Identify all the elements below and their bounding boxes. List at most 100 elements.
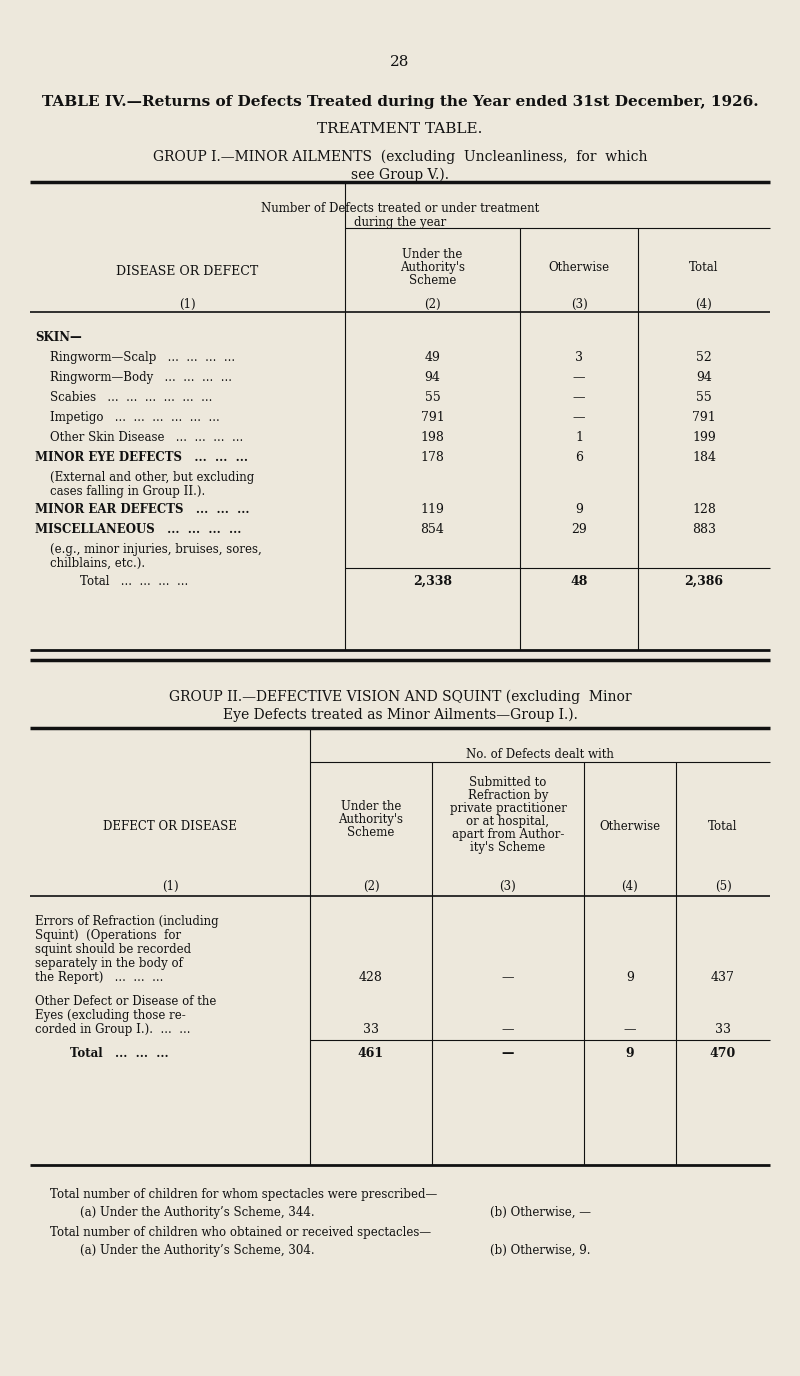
Text: 854: 854 [421,523,445,537]
Text: Otherwise: Otherwise [599,820,661,832]
Text: separately in the body of: separately in the body of [35,956,183,970]
Text: 49: 49 [425,351,441,365]
Text: 6: 6 [575,451,583,464]
Text: 461: 461 [358,1047,384,1060]
Text: (3): (3) [570,299,587,311]
Text: 9: 9 [575,504,583,516]
Text: (3): (3) [500,881,516,893]
Text: (External and other, but excluding: (External and other, but excluding [50,471,254,484]
Text: 3: 3 [575,351,583,365]
Text: 428: 428 [359,971,383,984]
Text: 437: 437 [711,971,735,984]
Text: squint should be recorded: squint should be recorded [35,943,191,956]
Text: (a) Under the Authority’s Scheme, 344.: (a) Under the Authority’s Scheme, 344. [80,1205,314,1219]
Text: during the year: during the year [354,216,446,228]
Text: —: — [624,1022,636,1036]
Text: 791: 791 [421,411,444,424]
Text: apart from Author-: apart from Author- [452,828,564,841]
Text: chilblains, etc.).: chilblains, etc.). [50,557,145,570]
Text: 883: 883 [692,523,716,537]
Text: Total: Total [690,261,718,274]
Text: Squint)  (Operations  for: Squint) (Operations for [35,929,181,943]
Text: see Group V.).: see Group V.). [351,168,449,183]
Text: DEFECT OR DISEASE: DEFECT OR DISEASE [103,820,237,832]
Text: 48: 48 [570,575,588,588]
Text: 9: 9 [626,1047,634,1060]
Text: MINOR EAR DEFECTS   ...  ...  ...: MINOR EAR DEFECTS ... ... ... [35,504,250,516]
Text: Total   ...  ...  ...: Total ... ... ... [70,1047,169,1060]
Text: Total: Total [708,820,738,832]
Text: Total   ...  ...  ...  ...: Total ... ... ... ... [80,575,188,588]
Text: Authority's: Authority's [338,813,403,826]
Text: Ringworm—Body   ...  ...  ...  ...: Ringworm—Body ... ... ... ... [50,372,232,384]
Text: SKIN—: SKIN— [35,332,82,344]
Text: GROUP I.—MINOR AILMENTS  (excluding  Uncleanliness,  for  which: GROUP I.—MINOR AILMENTS (excluding Uncle… [153,150,647,164]
Text: corded in Group I.).  ...  ...: corded in Group I.). ... ... [35,1022,190,1036]
Text: —: — [502,971,514,984]
Text: 9: 9 [626,971,634,984]
Text: (e.g., minor injuries, bruises, sores,: (e.g., minor injuries, bruises, sores, [50,544,262,556]
Text: (1): (1) [162,881,178,893]
Text: —: — [573,372,586,384]
Text: Submitted to: Submitted to [470,776,546,788]
Text: Otherwise: Otherwise [549,261,610,274]
Text: the Report)   ...  ...  ...: the Report) ... ... ... [35,971,163,984]
Text: GROUP II.—DEFECTIVE VISION AND SQUINT (excluding  Minor: GROUP II.—DEFECTIVE VISION AND SQUINT (e… [169,689,631,705]
Text: 55: 55 [696,391,712,405]
Text: 28: 28 [390,55,410,69]
Text: Impetigo   ...  ...  ...  ...  ...  ...: Impetigo ... ... ... ... ... ... [50,411,220,424]
Text: Eyes (excluding those re-: Eyes (excluding those re- [35,1009,186,1022]
Text: Other Defect or Disease of the: Other Defect or Disease of the [35,995,216,1009]
Text: ity's Scheme: ity's Scheme [470,841,546,854]
Text: 119: 119 [421,504,445,516]
Text: (b) Otherwise, 9.: (b) Otherwise, 9. [490,1244,590,1258]
Text: Scabies   ...  ...  ...  ...  ...  ...: Scabies ... ... ... ... ... ... [50,391,212,405]
Text: MINOR EYE DEFECTS   ...  ...  ...: MINOR EYE DEFECTS ... ... ... [35,451,248,464]
Text: Eye Defects treated as Minor Ailments—Group I.).: Eye Defects treated as Minor Ailments—Gr… [222,709,578,722]
Text: Other Skin Disease   ...  ...  ...  ...: Other Skin Disease ... ... ... ... [50,431,243,444]
Text: (1): (1) [179,299,196,311]
Text: Scheme: Scheme [347,826,394,839]
Text: 199: 199 [692,431,716,444]
Text: 198: 198 [421,431,445,444]
Text: private practitioner: private practitioner [450,802,566,815]
Text: 2,338: 2,338 [413,575,452,588]
Text: 128: 128 [692,504,716,516]
Text: Errors of Refraction (including: Errors of Refraction (including [35,915,218,927]
Text: Refraction by: Refraction by [468,788,548,802]
Text: or at hospital,: or at hospital, [466,815,550,828]
Text: Total number of children for whom spectacles were prescribed—: Total number of children for whom specta… [50,1187,438,1201]
Text: 2,386: 2,386 [685,575,723,588]
Text: Total number of children who obtained or received spectacles—: Total number of children who obtained or… [50,1226,431,1238]
Text: (b) Otherwise, —: (b) Otherwise, — [490,1205,591,1219]
Text: —: — [502,1022,514,1036]
Text: cases falling in Group II.).: cases falling in Group II.). [50,484,206,498]
Text: Scheme: Scheme [409,274,456,288]
Text: MISCELLANEOUS   ...  ...  ...  ...: MISCELLANEOUS ... ... ... ... [35,523,242,537]
Text: (4): (4) [696,299,712,311]
Text: No. of Defects dealt with: No. of Defects dealt with [466,749,614,761]
Text: 33: 33 [715,1022,731,1036]
Text: Number of Defects treated or under treatment: Number of Defects treated or under treat… [261,202,539,215]
Text: —: — [502,1047,514,1060]
Text: 94: 94 [696,372,712,384]
Text: (2): (2) [424,299,441,311]
Text: —: — [573,391,586,405]
Text: Under the: Under the [402,248,462,261]
Text: Ringworm—Scalp   ...  ...  ...  ...: Ringworm—Scalp ... ... ... ... [50,351,235,365]
Text: 470: 470 [710,1047,736,1060]
Text: DISEASE OR DEFECT: DISEASE OR DEFECT [116,266,258,278]
Text: Under the: Under the [341,799,401,813]
Text: (a) Under the Authority’s Scheme, 304.: (a) Under the Authority’s Scheme, 304. [80,1244,314,1258]
Text: 29: 29 [571,523,587,537]
Text: 52: 52 [696,351,712,365]
Text: —: — [573,411,586,424]
Text: 791: 791 [692,411,716,424]
Text: TREATMENT TABLE.: TREATMENT TABLE. [318,122,482,136]
Text: (4): (4) [622,881,638,893]
Text: 94: 94 [425,372,441,384]
Text: 184: 184 [692,451,716,464]
Text: (2): (2) [362,881,379,893]
Text: 55: 55 [425,391,440,405]
Text: 1: 1 [575,431,583,444]
